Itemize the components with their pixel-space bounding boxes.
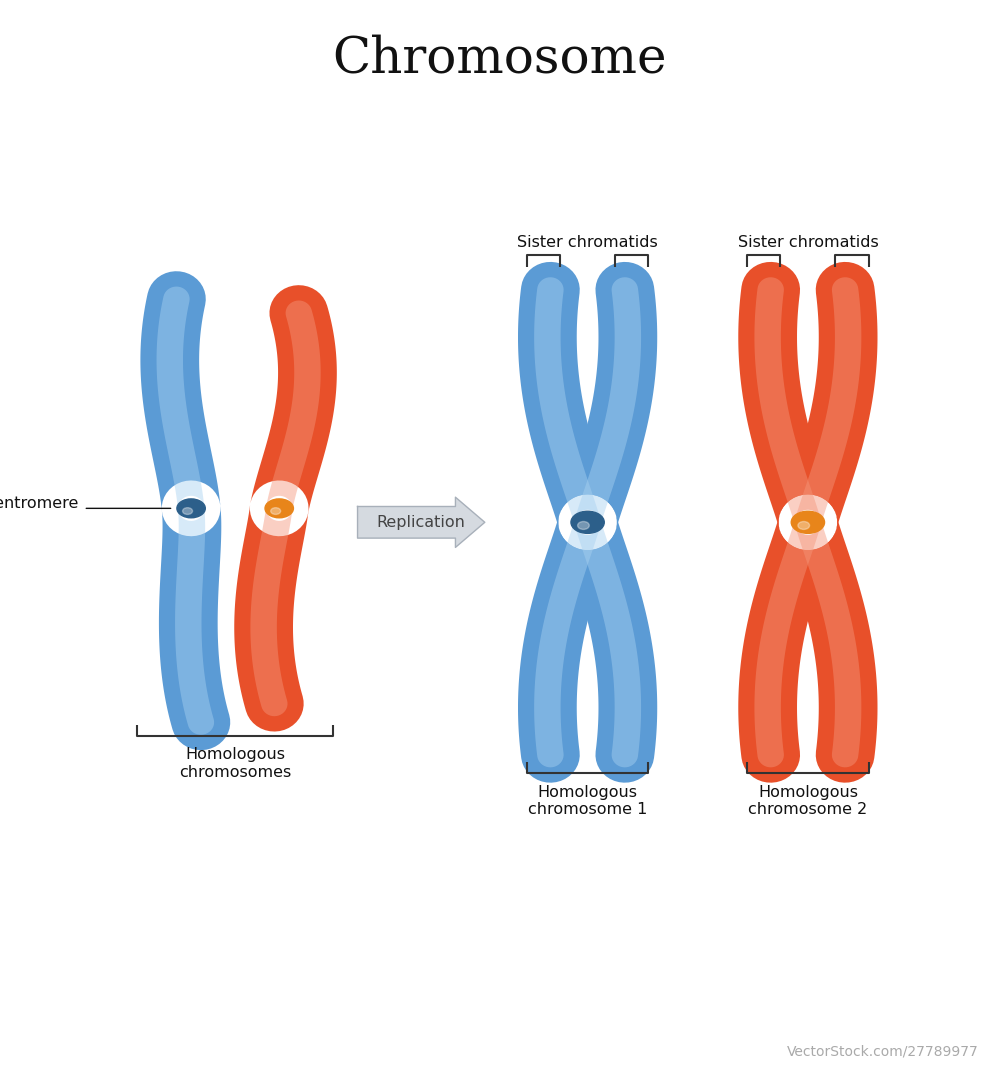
Polygon shape bbox=[358, 497, 485, 548]
Ellipse shape bbox=[791, 511, 824, 534]
Text: Sister chromatids: Sister chromatids bbox=[517, 234, 658, 249]
Text: Homologous
chromosome 2: Homologous chromosome 2 bbox=[748, 784, 867, 816]
Polygon shape bbox=[534, 519, 600, 768]
Text: VectorStock®: VectorStock® bbox=[20, 1043, 136, 1061]
Polygon shape bbox=[779, 515, 877, 783]
Polygon shape bbox=[234, 505, 309, 731]
Text: Homologous
chromosome 1: Homologous chromosome 1 bbox=[527, 784, 647, 816]
Polygon shape bbox=[518, 515, 616, 783]
Polygon shape bbox=[518, 262, 616, 529]
Ellipse shape bbox=[177, 499, 206, 517]
Polygon shape bbox=[157, 286, 204, 510]
Text: VectorStock.com/27789977: VectorStock.com/27789977 bbox=[787, 1045, 979, 1058]
Text: Chromosome: Chromosome bbox=[333, 35, 666, 83]
Ellipse shape bbox=[183, 508, 193, 514]
Text: Homologous
chromosomes: Homologous chromosomes bbox=[179, 747, 292, 780]
Ellipse shape bbox=[571, 511, 604, 534]
Polygon shape bbox=[779, 262, 877, 529]
Polygon shape bbox=[266, 300, 321, 511]
Text: Centromere: Centromere bbox=[0, 496, 79, 511]
Polygon shape bbox=[159, 505, 230, 751]
Polygon shape bbox=[754, 519, 820, 768]
Polygon shape bbox=[175, 508, 214, 734]
Polygon shape bbox=[141, 271, 221, 511]
Polygon shape bbox=[795, 278, 861, 526]
Polygon shape bbox=[534, 278, 600, 526]
Ellipse shape bbox=[577, 522, 589, 529]
Polygon shape bbox=[738, 262, 836, 529]
Ellipse shape bbox=[798, 522, 809, 529]
Polygon shape bbox=[559, 515, 657, 783]
Ellipse shape bbox=[265, 499, 294, 517]
Text: Replication: Replication bbox=[377, 515, 466, 530]
Polygon shape bbox=[251, 285, 337, 513]
Ellipse shape bbox=[271, 508, 281, 514]
Polygon shape bbox=[574, 519, 641, 768]
Polygon shape bbox=[738, 515, 836, 783]
Polygon shape bbox=[251, 507, 293, 716]
Polygon shape bbox=[795, 519, 861, 768]
Text: Sister chromatids: Sister chromatids bbox=[737, 234, 878, 249]
Polygon shape bbox=[559, 262, 657, 529]
Polygon shape bbox=[754, 278, 820, 526]
Polygon shape bbox=[574, 278, 641, 526]
